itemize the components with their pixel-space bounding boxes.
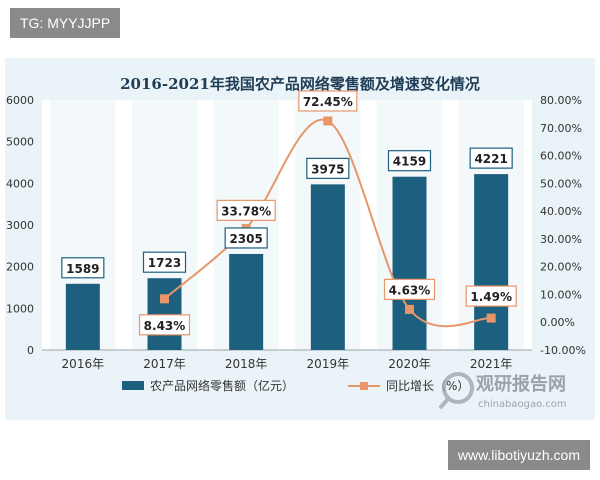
bar-value-label: 1723	[148, 256, 181, 270]
growth-point	[405, 304, 414, 314]
bar-value-label: 2305	[229, 232, 262, 246]
legend-line-marker	[360, 382, 368, 390]
legend-bar-label: 农产品网络零售额（亿元）	[150, 378, 294, 393]
magnifier-icon	[442, 372, 474, 404]
growth-value-label: 33.78%	[221, 204, 271, 218]
bar-value-label-box	[142, 251, 187, 273]
bar-value-label-box	[224, 227, 268, 249]
right-tick-label: 60.00%	[540, 150, 582, 163]
top-watermark-tag: TG: MYYJJPP	[10, 8, 121, 38]
bar-value-label: 4159	[393, 155, 426, 169]
plot-area	[42, 100, 532, 350]
left-tick-label: 4000	[6, 177, 34, 190]
growth-value-label-group: 33.78%	[216, 199, 276, 221]
growth-value-label: 8.43%	[144, 319, 186, 333]
bar	[392, 176, 427, 350]
growth-point	[486, 313, 496, 323]
left-tick-label: 0	[27, 344, 34, 357]
growth-value-label-group: 4.63%	[383, 278, 436, 300]
growth-value-label-box	[383, 278, 436, 300]
bar-value-label-group: 2305	[224, 227, 268, 249]
left-axis: 0 1000 2000 3000 4000 5000 6000	[6, 94, 34, 357]
right-tick-label: 0.00%	[540, 316, 575, 329]
right-tick-label: 20.00%	[540, 261, 582, 274]
growth-value-label-box	[138, 314, 191, 336]
x-tick-label: 2020年	[388, 357, 431, 371]
chart-title: 2016-2021年我国农产品网络零售额及增速变化情况	[120, 75, 480, 93]
growth-value-label: 4.63%	[389, 283, 431, 297]
left-tick-label: 6000	[6, 94, 34, 107]
watermark-brand: 观研报告网	[476, 373, 566, 395]
watermark-url: chinabaogao.com	[478, 399, 567, 410]
bar-value-label-box	[469, 147, 513, 169]
legend-bar-swatch	[122, 381, 144, 390]
x-tick-label: 2021年	[470, 357, 513, 371]
bar-value-label: 4221	[474, 152, 507, 166]
bar	[229, 253, 264, 350]
x-tick-label: 2018年	[225, 357, 268, 371]
bar-value-label-group: 4221	[469, 147, 513, 169]
bar-value-label-group: 3975	[306, 157, 350, 179]
bar-value-label-group: 4159	[387, 150, 432, 172]
right-tick-label: 50.00%	[540, 177, 582, 190]
bar-value-label-box	[387, 150, 432, 172]
growth-point	[323, 116, 333, 126]
bar	[310, 184, 345, 350]
growth-value-label-box	[465, 285, 517, 307]
bar-value-label: 3975	[311, 162, 344, 176]
right-tick-label: 40.00%	[540, 205, 582, 218]
growth-value-label-group: 1.49%	[465, 285, 517, 307]
growth-value-label-group: 8.43%	[138, 314, 191, 336]
growth-point	[160, 294, 169, 304]
x-axis: 2016年 2017年 2018年 2019年 2020年 2021年	[42, 349, 532, 371]
brand-watermark: 观研报告网 chinabaogao.com	[438, 372, 567, 410]
left-tick-label: 5000	[6, 136, 34, 149]
x-tick-label: 2019年	[307, 357, 350, 371]
bottom-watermark-tag: www.libotiyuzh.com	[447, 440, 590, 470]
growth-value-label-box	[298, 90, 358, 112]
right-tick-label: 10.00%	[540, 288, 582, 301]
x-tick-label: 2016年	[62, 357, 105, 371]
right-tick-label: 70.00%	[540, 122, 582, 135]
right-tick-label: 80.00%	[540, 94, 582, 107]
left-tick-label: 3000	[6, 219, 34, 232]
right-tick-label: 30.00%	[540, 233, 582, 246]
bar-value-label-box	[306, 157, 350, 179]
bar-value-label: 1589	[66, 262, 99, 276]
right-tick-label: -10.00%	[540, 344, 586, 357]
bar-series	[65, 174, 509, 350]
growth-value-label: 1.49%	[470, 290, 512, 304]
data-labels: 1589 1723 2305 3975 4159 4221 8.43% 33.78% 72.45…	[61, 90, 517, 336]
bar	[65, 283, 100, 350]
left-tick-label: 1000	[6, 302, 34, 315]
growth-value-label-group: 72.45%	[298, 90, 358, 112]
bar-value-label-box	[61, 257, 105, 279]
bar-value-label-group: 1589	[61, 257, 105, 279]
bar	[474, 174, 509, 350]
right-axis: -10.00% 0.00% 10.00% 20.00% 30.00% 40.00% 50.0…	[540, 94, 586, 357]
magnifier-handle	[438, 397, 450, 410]
x-tick-label: 2017年	[143, 357, 186, 371]
legend: 农产品网络零售额（亿元） 同比增长（%）	[122, 378, 469, 393]
bar-value-label-group: 1723	[142, 251, 187, 273]
growth-value-label: 72.45%	[303, 95, 353, 109]
growth-value-label-box	[216, 199, 276, 221]
left-tick-label: 2000	[6, 261, 34, 274]
legend-line-label: 同比增长（%）	[386, 379, 469, 393]
